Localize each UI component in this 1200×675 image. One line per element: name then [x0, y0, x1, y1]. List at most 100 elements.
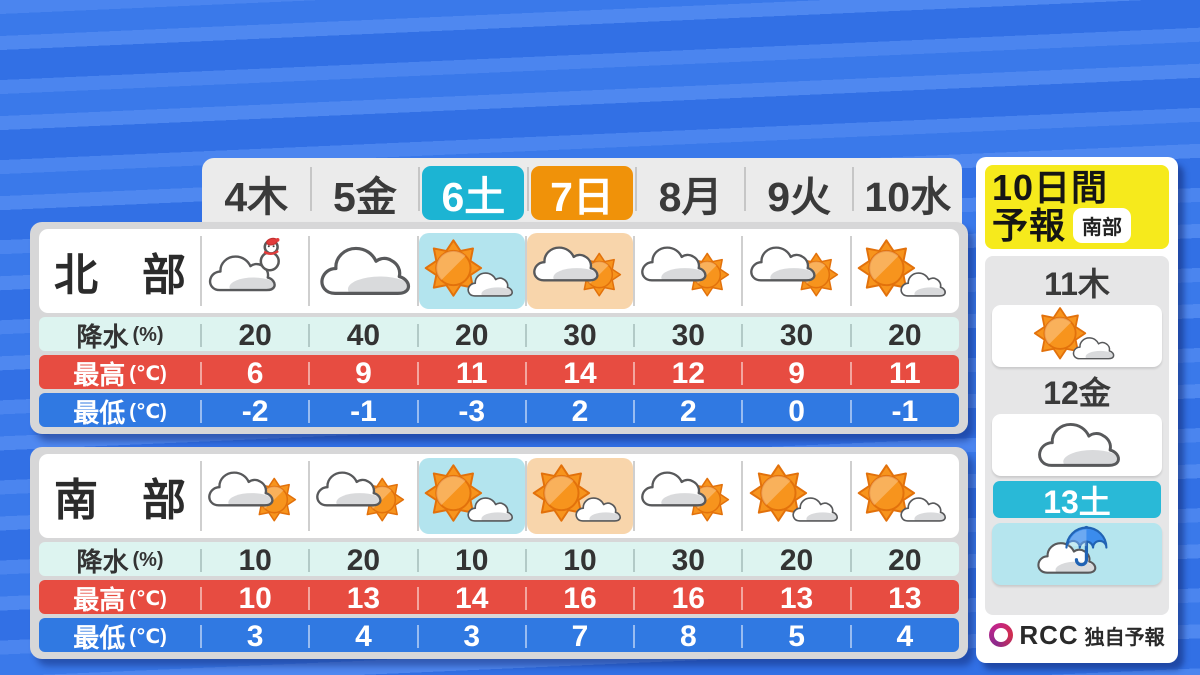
low-value-cell: 5 [741, 618, 850, 655]
precip-value-cell: 10 [199, 542, 309, 579]
region-table-north: 北 部降水 (%) 20 40 20 30 30 30 20 最高 (℃) 6 9 11 14 12 9 11 最低… [30, 222, 968, 434]
precip-row: 降水 (%) 10 20 10 10 30 20 20 [39, 542, 959, 579]
row-label-text: 降水 [76, 322, 129, 352]
weather-icon-cell [849, 454, 959, 538]
high-value: 16 [563, 581, 597, 615]
row-label-unit: (℃) [129, 401, 167, 423]
low-value: 3 [246, 619, 264, 653]
sun-cloud-icon [852, 458, 958, 534]
high-value: 11 [888, 356, 921, 390]
high-value: 13 [779, 581, 814, 615]
high-value: 13 [888, 581, 922, 615]
high-row: 最高 (℃) 10 13 14 16 16 13 13 [39, 580, 959, 617]
day-header-cell: 8月 [635, 158, 745, 228]
low-value-cell: -1 [849, 393, 959, 430]
weather-icon-cell [308, 229, 417, 313]
precip-value-cell: 30 [633, 542, 742, 579]
precip-value-cell: 40 [308, 317, 417, 354]
row-label-text: 最高 [73, 585, 126, 615]
day-header-label: 5金 [332, 174, 397, 220]
day-header-label: 7日 [530, 165, 634, 221]
rain-icon [992, 523, 1162, 585]
region-name-label: 北 部 [54, 251, 186, 300]
precip-value-cell: 30 [741, 317, 850, 354]
low-value-cell: 2 [633, 393, 742, 430]
precip-value: 20 [779, 543, 814, 577]
precip-value: 20 [455, 318, 489, 352]
cloud-sun-icon [310, 458, 416, 534]
low-value: 4 [896, 619, 914, 653]
region-name-label: 南 部 [54, 476, 186, 525]
sun-cloud-icon [852, 233, 958, 309]
weather-icon-cell [633, 454, 742, 538]
precip-value-cell: 20 [199, 317, 309, 354]
precip-value: 10 [563, 543, 597, 577]
high-value: 16 [671, 581, 705, 615]
precip-row: 降水 (%) 20 40 20 30 30 30 20 [39, 317, 959, 354]
broadcaster-credit: RCC 独自予報 [985, 615, 1169, 655]
day-header-cell: 9火 [743, 158, 854, 228]
low-value: -2 [241, 394, 269, 428]
low-value-cell: 2 [524, 393, 634, 430]
high-value: 10 [238, 581, 272, 615]
low-value-cell: -3 [416, 393, 526, 430]
day-header-label: 9火 [767, 174, 832, 220]
high-value-cell: 14 [524, 355, 634, 392]
precip-value-cell: 20 [308, 542, 417, 579]
precip-value: 20 [238, 318, 272, 352]
low-value: -3 [458, 394, 486, 428]
row-label-unit: (%) [132, 549, 164, 571]
high-value: 9 [355, 356, 372, 390]
low-value: 8 [679, 619, 697, 653]
low-value: 0 [788, 394, 805, 428]
ten-day-title-line2: 予報 [992, 205, 1067, 246]
high-value-cell: 16 [633, 580, 742, 617]
region-name: 北 部 [39, 229, 201, 313]
high-value-cell: 12 [633, 355, 742, 392]
sun-cloud-icon [992, 305, 1162, 367]
high-row: 最高 (℃) 6 9 11 14 12 9 11 [39, 355, 959, 392]
high-value: 6 [246, 356, 264, 390]
precip-value: 30 [779, 318, 814, 352]
precip-value: 30 [671, 318, 705, 352]
rcc-logo-icon [989, 623, 1014, 647]
high-value-cell: 14 [416, 580, 526, 617]
cloud-sun-icon [635, 233, 741, 309]
region-name: 南 部 [39, 454, 201, 538]
low-row: 最低 (℃) 3 4 3 7 8 5 4 [39, 618, 959, 655]
day-header-label: 10水 [864, 174, 951, 220]
low-value: 3 [463, 619, 481, 653]
weather-icon-cell [416, 454, 526, 538]
precip-value-cell: 20 [741, 542, 850, 579]
cloudy-icon [310, 233, 416, 309]
weather-icon-cell [633, 229, 742, 313]
ten-day-title-line1: 10日間 [992, 167, 1109, 209]
precip-value-cell: 30 [633, 317, 742, 354]
high-value-cell: 11 [416, 355, 526, 392]
precip-value: 20 [888, 543, 922, 577]
row-label-text: 最低 [73, 398, 126, 428]
day-header-cell: 6土 [418, 158, 528, 228]
row-label-unit: (℃) [129, 363, 167, 385]
low-value-cell: 3 [416, 618, 526, 655]
weather-icon-cell [524, 229, 634, 313]
ten-day-title: 10日間 予報 南部 [985, 165, 1169, 249]
high-value-cell: 9 [741, 355, 850, 392]
precip-value-cell: 30 [524, 317, 634, 354]
row-label-text: 最低 [73, 623, 126, 653]
weather-icon-cell [741, 454, 850, 538]
precip-value: 40 [346, 318, 381, 352]
low-row-label: 最低 (℃) [39, 393, 201, 430]
precip-value: 10 [238, 543, 272, 577]
weather-icon-cell [416, 229, 526, 313]
high-value: 12 [671, 356, 705, 390]
high-value-cell: 13 [849, 580, 959, 617]
day-header-cell: 10水 [852, 158, 962, 228]
region-table-south: 南 部降水 (%) 10 20 10 10 30 20 20 最高 (℃) 10 13 14 16 16 13 1… [30, 447, 968, 659]
row-label-text: 最高 [73, 360, 126, 390]
low-value: -1 [350, 394, 377, 428]
day-header-row: 4木 5金 6土 7日 8月 9火 10水 [202, 158, 962, 228]
ten-day-forecast-panel: 10日間 予報 南部 11木 12金 13土 RCC 独自予報 [976, 157, 1178, 663]
high-value-cell: 16 [524, 580, 634, 617]
